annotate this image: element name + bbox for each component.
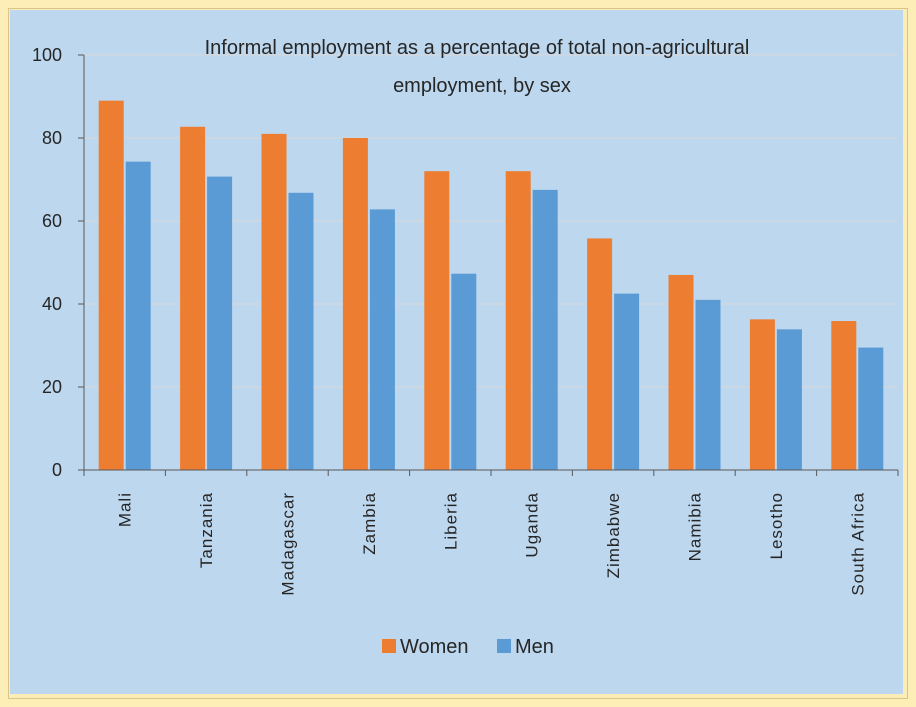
x-category-label: Madagascar [279, 492, 298, 596]
bar-women-mali [98, 100, 124, 471]
legend-label-women: Women [400, 636, 469, 658]
y-tick-label: 60 [42, 211, 62, 231]
y-axis-tick-labels: 0 20 40 60 80 100 [32, 45, 62, 480]
chart-title-line-1: Informal employment as a percentage of t… [205, 37, 750, 59]
bar-men-liberia [451, 273, 477, 470]
bar-men-madagascar [288, 192, 314, 470]
x-category-label: Zambia [360, 492, 379, 555]
y-tick-label: 80 [42, 128, 62, 148]
bar-women-uganda [505, 171, 531, 470]
x-category-label: Tanzania [197, 492, 216, 568]
x-category-label: South Africa [848, 492, 867, 596]
bar-women-south-africa [831, 321, 857, 470]
bar-women-namibia [668, 274, 694, 470]
bars [98, 100, 884, 471]
legend: Women Men [382, 636, 554, 658]
x-category-label: Liberia [441, 492, 460, 550]
bar-women-tanzania [180, 126, 206, 471]
bar-men-namibia [695, 299, 721, 470]
legend-swatch-women [382, 639, 396, 653]
bar-women-zimbabwe [587, 238, 613, 470]
gridlines [84, 54, 898, 388]
bar-men-uganda [532, 189, 558, 470]
bar-men-zambia [369, 209, 395, 470]
bar-men-mali [125, 161, 151, 470]
bar-men-south-africa [858, 347, 884, 470]
bar-women-zambia [342, 138, 368, 470]
axes [78, 54, 899, 476]
x-axis-category-labels: Mali Tanzania Madagascar Zambia Liberia Ugand… [116, 492, 868, 596]
bar-men-lesotho [776, 329, 802, 470]
x-category-label: Mali [116, 492, 135, 527]
bar-women-lesotho [749, 319, 775, 470]
x-category-label: Uganda [523, 492, 542, 558]
y-tick-label: 0 [52, 460, 62, 480]
legend-label-men: Men [515, 636, 554, 658]
bar-men-zimbabwe [614, 293, 640, 470]
bar-men-tanzania [207, 176, 233, 470]
y-tick-label: 20 [42, 377, 62, 397]
bar-women-liberia [424, 171, 450, 470]
y-tick-label: 40 [42, 294, 62, 314]
chart-title-line-2: employment, by sex [393, 75, 571, 97]
legend-swatch-men [497, 639, 511, 653]
y-tick-label: 100 [32, 45, 62, 65]
x-category-label: Namibia [686, 492, 705, 561]
x-category-label: Zimbabwe [604, 492, 623, 578]
x-category-label: Lesotho [767, 492, 786, 560]
bar-women-madagascar [261, 133, 287, 470]
